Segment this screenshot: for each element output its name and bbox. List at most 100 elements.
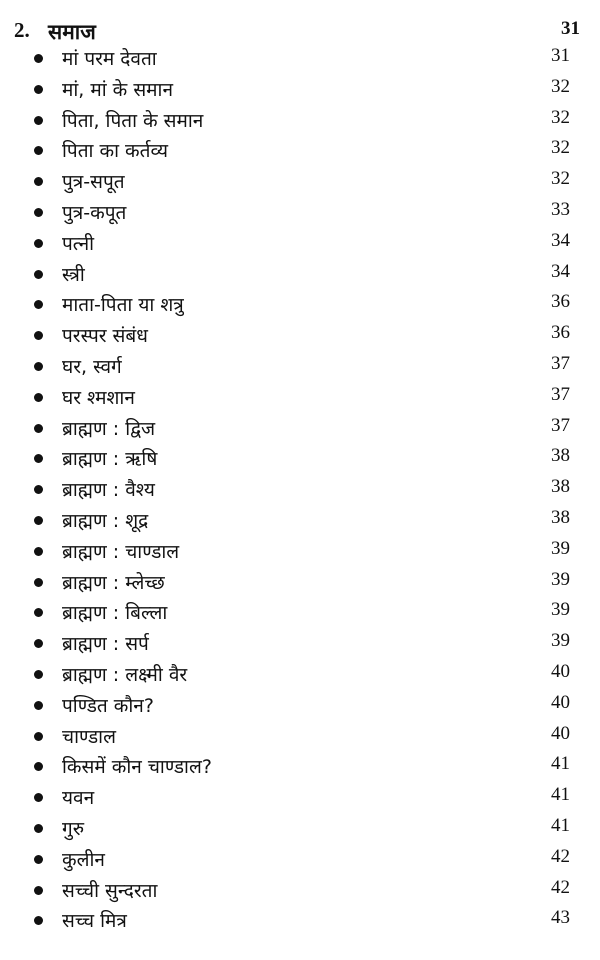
bullet-icon	[34, 361, 43, 371]
item-page: 40	[551, 691, 570, 713]
list-item: परस्पर संबंध 36	[0, 320, 600, 351]
bullet-icon	[34, 207, 43, 217]
item-label: ब्राह्मण : बिल्ला	[62, 602, 168, 625]
item-label: ब्राह्मण : द्विज	[62, 417, 156, 440]
bullet-icon	[34, 84, 43, 94]
list-item: गुरु 41	[0, 813, 600, 844]
list-item: पण्डित कौन? 40	[0, 690, 600, 721]
item-page: 32	[551, 106, 570, 128]
item-page: 31	[551, 45, 570, 66]
item-page: 42	[551, 845, 570, 867]
bullet-icon	[34, 762, 43, 772]
item-label: पण्डित कौन?	[62, 694, 154, 717]
item-page: 41	[551, 753, 570, 775]
bullet-icon	[34, 885, 43, 895]
bullet-icon	[34, 515, 43, 525]
item-page: 42	[551, 876, 570, 898]
contents-list: मां परम देवता 31 मां, मां के समान 32 पिता, प…	[0, 43, 600, 936]
item-page: 32	[551, 137, 570, 159]
bullet-icon	[34, 238, 43, 248]
section-title: समाज	[48, 20, 96, 44]
bullet-icon	[34, 54, 43, 63]
item-page: 36	[551, 291, 570, 313]
list-item: ब्राह्मण : बिल्ला 39	[0, 597, 600, 628]
item-label: घर श्मशान	[62, 386, 135, 409]
list-item: माता-पिता या शत्रु 36	[0, 289, 600, 320]
item-label: पत्नी	[62, 232, 95, 255]
item-label: घर, स्वर्ग	[62, 355, 122, 378]
item-label: सच्च मित्र	[62, 910, 127, 933]
bullet-icon	[34, 423, 43, 433]
item-page: 32	[551, 75, 570, 97]
bullet-icon	[34, 916, 43, 926]
list-item: पत्नी 34	[0, 228, 600, 259]
item-page: 34	[551, 260, 570, 282]
item-page: 39	[551, 599, 570, 621]
list-item: घर श्मशान 37	[0, 382, 600, 413]
item-label: मां परम देवता	[62, 48, 157, 70]
item-label: ब्राह्मण : शूद्र	[62, 509, 149, 532]
item-label: ब्राह्मण : सर्प	[62, 633, 149, 656]
list-item: सच्ची सुन्दरता 42	[0, 875, 600, 906]
item-label: ब्राह्मण : म्लेच्छ	[62, 571, 165, 594]
list-item: ब्राह्मण : ऋषि 38	[0, 443, 600, 474]
list-item: कुलीन 42	[0, 844, 600, 875]
item-label: परस्पर संबंध	[62, 325, 148, 348]
item-page: 34	[551, 229, 570, 251]
section-page: 31	[561, 18, 580, 39]
item-page: 33	[551, 198, 570, 220]
bullet-icon	[34, 731, 43, 741]
list-item: पिता, पिता के समान 32	[0, 105, 600, 136]
item-label: ब्राह्मण : चाण्डाल	[62, 540, 180, 563]
item-page: 39	[551, 537, 570, 559]
list-item: मां परम देवता 31	[0, 43, 600, 74]
item-page: 38	[551, 506, 570, 528]
bullet-icon	[34, 546, 43, 556]
item-page: 32	[551, 168, 570, 190]
bullet-icon	[34, 300, 43, 310]
list-item: चाण्डाल 40	[0, 721, 600, 752]
bullet-icon	[34, 577, 43, 587]
item-label: पिता का कर्तव्य	[62, 140, 168, 163]
item-label: पुत्र-सपूत	[62, 171, 125, 194]
bullet-icon	[34, 177, 43, 187]
item-page: 43	[551, 907, 570, 929]
item-label: माता-पिता या शत्रु	[62, 294, 184, 317]
list-item: ब्राह्मण : द्विज 37	[0, 413, 600, 444]
item-label: मां, मां के समान	[62, 78, 173, 101]
bullet-icon	[34, 146, 43, 156]
bullet-icon	[34, 793, 43, 803]
item-label: गुरु	[62, 817, 85, 840]
item-page: 41	[551, 814, 570, 836]
item-page: 41	[551, 784, 570, 806]
list-item: ब्राह्मण : वैश्य 38	[0, 474, 600, 505]
item-label: स्त्री	[62, 263, 85, 286]
bullet-icon	[34, 823, 43, 833]
item-page: 40	[551, 660, 570, 682]
bullet-icon	[34, 608, 43, 618]
bullet-icon	[34, 269, 43, 279]
item-page: 37	[551, 352, 570, 374]
list-item: ब्राह्मण : चाण्डाल 39	[0, 536, 600, 567]
section-number: 2.	[14, 18, 30, 42]
item-label: पुत्र-कपूत	[62, 201, 127, 224]
item-label: पिता, पिता के समान	[62, 109, 204, 132]
list-item: पिता का कर्तव्य 32	[0, 135, 600, 166]
item-label: किसमें कौन चाण्डाल?	[62, 756, 212, 779]
item-label: यवन	[62, 787, 95, 810]
item-page: 38	[551, 445, 570, 467]
item-page: 39	[551, 568, 570, 590]
bullet-icon	[34, 669, 43, 679]
item-page: 37	[551, 414, 570, 436]
section-heading: 2. समाज 31	[14, 18, 580, 46]
list-item: ब्राह्मण : लक्ष्मी वैर 40	[0, 659, 600, 690]
list-item: यवन 41	[0, 782, 600, 813]
bullet-icon	[34, 115, 43, 125]
item-label: ब्राह्मण : ऋषि	[62, 448, 158, 471]
list-item: स्त्री 34	[0, 259, 600, 290]
list-item: पुत्र-सपूत 32	[0, 166, 600, 197]
list-item: किसमें कौन चाण्डाल? 41	[0, 751, 600, 782]
item-label: चाण्डाल	[62, 725, 116, 748]
item-page: 37	[551, 383, 570, 405]
item-label: ब्राह्मण : वैश्य	[62, 479, 155, 502]
